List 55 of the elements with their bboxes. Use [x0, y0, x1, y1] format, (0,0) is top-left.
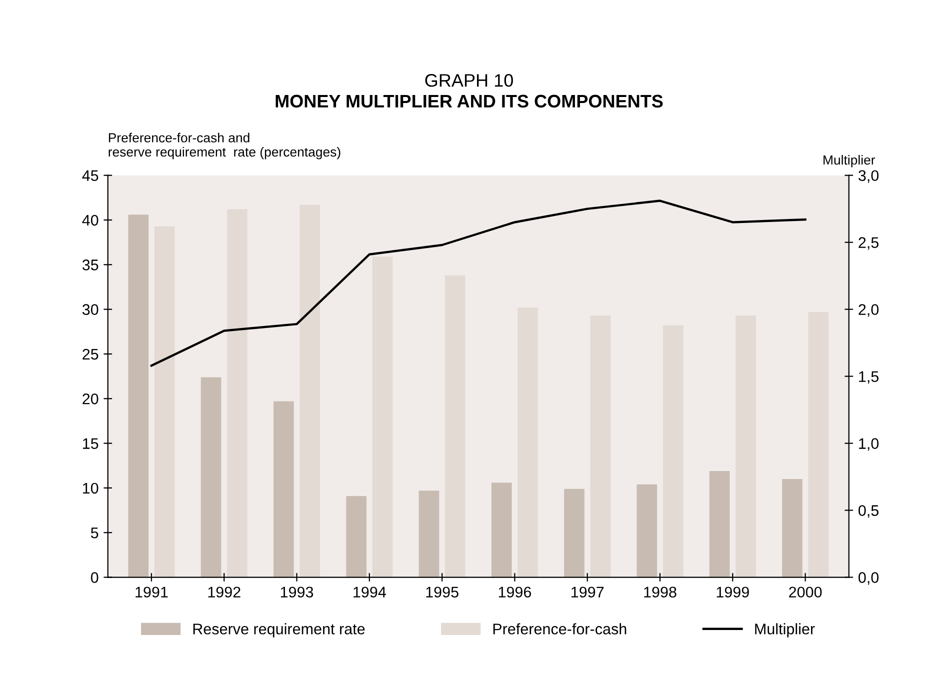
y2-tick-label: 1,0 — [859, 438, 879, 451]
y-tick-label: 10 — [83, 482, 98, 494]
bar — [518, 308, 538, 578]
y-axis-title: Preference-for-cash and reserve requirement rate (percentages) — [108, 132, 340, 160]
chart-title: GRAPH 10 — [425, 74, 513, 87]
bar — [300, 204, 320, 578]
y2-tick-label: 0,5 — [858, 505, 879, 518]
bar — [564, 488, 584, 578]
bar — [274, 401, 294, 578]
bar — [200, 377, 222, 578]
bar — [418, 490, 440, 578]
bar — [128, 214, 149, 578]
bar — [590, 316, 611, 578]
x-tick-label: 1997 — [572, 586, 604, 598]
bar — [444, 275, 466, 578]
x-tick-label: 1998 — [644, 586, 676, 598]
bar — [782, 479, 802, 578]
y-tick-label: 45 — [82, 170, 98, 182]
y2-tick-label: 3,0 — [858, 170, 879, 183]
y2-tick-label: 2,5 — [858, 237, 879, 250]
x-tick-label: 2000 — [789, 586, 822, 598]
bar — [154, 226, 175, 578]
x-tick-label: 1996 — [498, 586, 532, 598]
x-tick-label: 1994 — [354, 586, 386, 598]
y-tick-label: 0 — [90, 572, 98, 583]
x-tick-label: 1992 — [208, 586, 240, 598]
y2-axis-title: Multiplier — [824, 154, 876, 168]
bar — [372, 256, 393, 578]
x-tick-label: 1993 — [280, 586, 314, 598]
y-tick-label: 25 — [82, 348, 98, 360]
y-tick-label: 35 — [82, 260, 98, 270]
bar — [662, 325, 684, 578]
bar — [636, 484, 658, 578]
x-tick-label: 1995 — [426, 586, 458, 598]
legend-label: Reserve requirement rate — [193, 623, 365, 638]
bar — [736, 316, 756, 578]
bar — [346, 496, 366, 578]
y-tick-label: 15 — [83, 438, 98, 449]
bar — [709, 470, 730, 578]
y-tick-label: 40 — [82, 214, 98, 226]
legend-label: Multiplier — [755, 623, 815, 638]
bar — [808, 312, 829, 578]
bar — [491, 482, 512, 578]
y2-tick-label: 0,0 — [858, 572, 879, 585]
y2-tick-label: 2,0 — [858, 304, 879, 317]
y2-tick-label: 1,5 — [859, 371, 879, 384]
x-tick-label: 1999 — [716, 586, 749, 598]
legend-label: Preference-for-cash — [493, 623, 626, 634]
x-tick-label: 1991 — [136, 586, 168, 598]
y-tick-label: 5 — [90, 528, 98, 538]
line-series — [150, 200, 806, 367]
chart-subtitle: MONEY MULTIPLIER AND ITS COMPONENTS — [276, 94, 663, 108]
y-tick-label: 20 — [82, 393, 98, 404]
bar — [227, 209, 248, 578]
y-tick-label: 30 — [82, 304, 98, 315]
